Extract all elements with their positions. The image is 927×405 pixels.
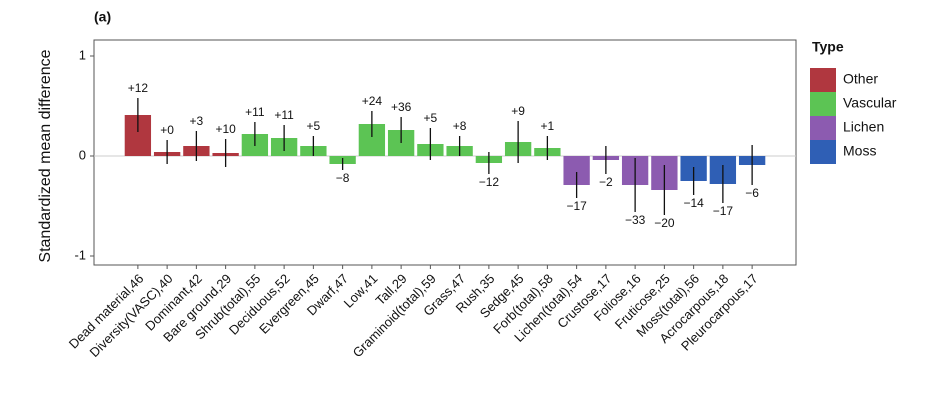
bar-label: +10: [215, 122, 236, 136]
bar-label: −33: [625, 213, 646, 227]
legend-swatch: [810, 92, 836, 116]
legend-swatch: [810, 68, 836, 92]
bar-label: +9: [511, 104, 525, 118]
y-axis-label: Standardized mean difference: [37, 49, 54, 262]
bar-label: +0: [160, 123, 174, 137]
bar-label: −12: [479, 175, 500, 189]
bar-label: −14: [683, 196, 704, 210]
bar-label: −2: [599, 175, 613, 189]
legend-label: Lichen: [843, 119, 884, 135]
bar-label: +1: [541, 119, 555, 133]
bar-label: −20: [654, 216, 675, 230]
y-tick-label: -1: [74, 247, 86, 262]
legend-label: Vascular: [843, 95, 897, 111]
bar-label: +5: [424, 111, 438, 125]
legend-swatch: [810, 140, 836, 164]
legend-label: Other: [843, 71, 878, 87]
y-tick-label: 1: [79, 47, 86, 62]
bar-label: +11: [274, 108, 294, 122]
bar-label: −8: [336, 171, 350, 185]
plot-frame: [93, 39, 797, 266]
bar-label: +5: [307, 119, 321, 133]
bar-label: +24: [362, 94, 383, 108]
panel-label: (a): [94, 9, 111, 25]
bar-label: −17: [566, 199, 587, 213]
x-tick-label: Low,41: [341, 271, 381, 311]
legend-title: Type: [812, 39, 844, 55]
legend-swatch: [810, 116, 836, 140]
bar-label: +12: [128, 81, 149, 95]
y-tick-label: 0: [79, 147, 86, 162]
bar-label: +8: [453, 119, 467, 133]
bar-label: +36: [391, 100, 412, 114]
bar-label: +11: [245, 105, 265, 119]
bar-label: −17: [713, 204, 734, 218]
legend-label: Moss: [843, 143, 876, 159]
bar-label: +3: [190, 114, 204, 128]
bar-label: −6: [745, 186, 759, 200]
